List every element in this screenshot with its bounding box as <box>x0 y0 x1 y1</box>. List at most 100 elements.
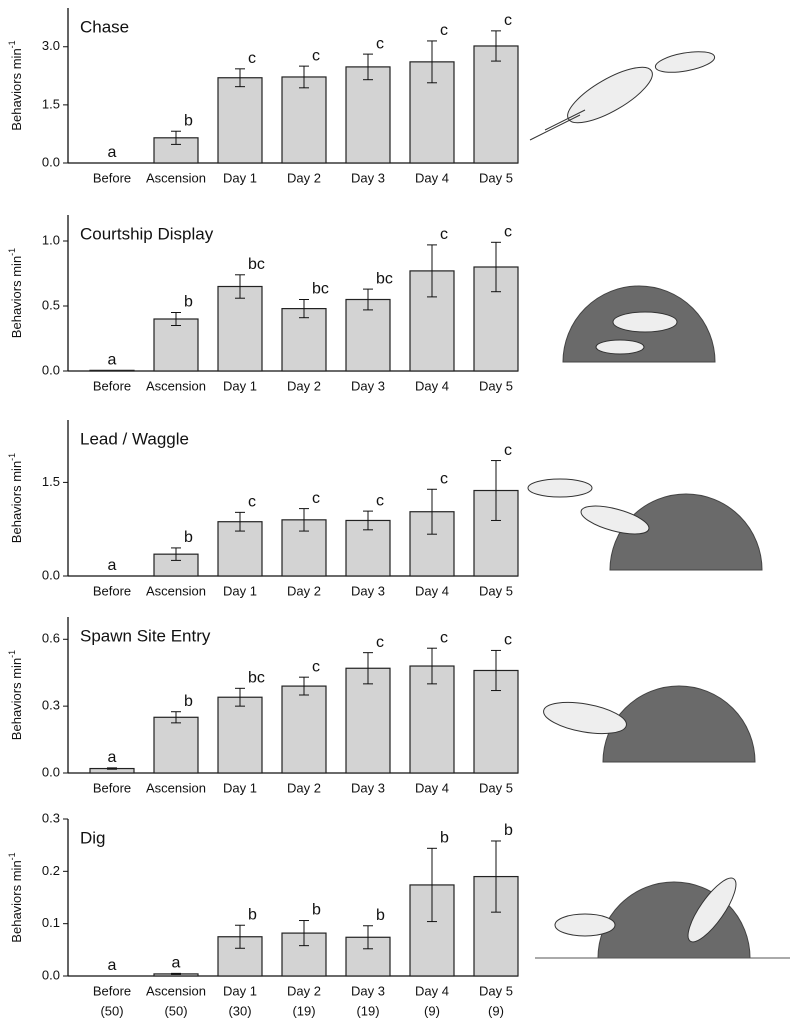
significance-letter: b <box>312 902 321 919</box>
x-tick-label: Day 2 <box>287 378 321 393</box>
x-tick-label: Day 4 <box>415 983 449 998</box>
bar <box>281 685 327 774</box>
x-tick-label: Day 5 <box>479 378 513 393</box>
x-tick-label: Day 4 <box>415 583 449 598</box>
significance-letter: a <box>108 749 117 766</box>
male-fish <box>567 66 653 124</box>
significance-letter: a <box>108 352 117 369</box>
x-tick-label: Day 2 <box>287 583 321 598</box>
fish <box>554 913 616 937</box>
y-tick-label: 0.3 <box>42 810 60 825</box>
bar <box>281 76 327 164</box>
motion-line <box>544 109 586 131</box>
panel-title: Dig <box>80 828 106 847</box>
significance-letter: b <box>504 822 513 839</box>
y-tick-label: 0.0 <box>42 764 60 779</box>
bar <box>473 45 519 164</box>
y-axis-label-exponent: -1 <box>7 248 17 256</box>
bar <box>345 298 391 372</box>
significance-letter: b <box>184 294 193 311</box>
female-fish <box>654 51 716 73</box>
significance-letter: a <box>172 955 181 972</box>
significance-letter: c <box>440 629 448 646</box>
bar <box>345 667 391 774</box>
significance-letter: c <box>440 226 448 243</box>
x-tick-label: Ascension <box>146 983 206 998</box>
x-tick-label: Ascension <box>146 780 206 795</box>
y-axis-label-exponent: -1 <box>7 852 17 860</box>
x-tick-label: Day 5 <box>479 983 513 998</box>
significance-letter: c <box>376 634 384 651</box>
x-tick-label: Day 3 <box>351 983 385 998</box>
y-axis-label: Behaviors min-1 <box>7 650 24 740</box>
x-tick-label: Day 4 <box>415 170 449 185</box>
y-tick-label: 1.5 <box>42 96 60 111</box>
x-tick-label: Day 3 <box>351 170 385 185</box>
x-tick-label: Ascension <box>146 583 206 598</box>
y-axis-label: Behaviors min-1 <box>7 40 24 130</box>
fish <box>580 505 650 535</box>
y-tick-label: 0.3 <box>42 698 60 713</box>
y-axis-label: Behaviors min-1 <box>7 248 24 338</box>
y-tick-label: 0.0 <box>42 154 60 169</box>
significance-letter: c <box>248 50 256 67</box>
x-tick-label: Before <box>93 780 131 795</box>
y-axis-label-text: Behaviors min <box>9 48 24 130</box>
bar <box>217 285 263 372</box>
x-tick-label: Day 3 <box>351 780 385 795</box>
y-axis-label-text: Behaviors min <box>9 461 24 543</box>
bar <box>153 716 199 774</box>
y-tick-label: 0.2 <box>42 863 60 878</box>
y-tick-label: 1.0 <box>42 232 60 247</box>
y-axis-label: Behaviors min-1 <box>7 852 24 942</box>
fish <box>527 478 593 498</box>
significance-letter: b <box>184 529 193 546</box>
sample-size: (50) <box>164 1003 187 1018</box>
significance-letter: c <box>312 658 320 675</box>
bar <box>281 308 327 372</box>
significance-letter: c <box>504 224 512 241</box>
panel-title: Courtship Display <box>80 224 214 243</box>
significance-letter: c <box>440 22 448 39</box>
pit <box>609 493 763 571</box>
y-tick-label: 0.6 <box>42 631 60 646</box>
x-tick-label: Day 2 <box>287 780 321 795</box>
fish <box>595 339 645 355</box>
significance-letter: c <box>440 470 448 487</box>
significance-letter: c <box>248 494 256 511</box>
x-tick-label: Day 1 <box>223 583 257 598</box>
significance-letter: c <box>312 490 320 507</box>
y-axis-label-exponent: -1 <box>7 40 17 48</box>
significance-letter: bc <box>248 670 265 687</box>
y-axis-label-text: Behaviors min <box>9 256 24 338</box>
significance-letter: c <box>312 47 320 64</box>
bar <box>153 318 199 372</box>
sample-size: (9) <box>424 1003 440 1018</box>
x-tick-label: Day 1 <box>223 170 257 185</box>
y-axis-label-text: Behaviors min <box>9 860 24 942</box>
x-tick-label: Day 3 <box>351 378 385 393</box>
x-tick-label: Day 2 <box>287 170 321 185</box>
y-tick-label: 0.0 <box>42 362 60 377</box>
y-axis-label-exponent: -1 <box>7 650 17 658</box>
y-tick-label: 0.0 <box>42 967 60 982</box>
y-axis-label: Behaviors min-1 <box>7 453 24 543</box>
x-tick-label: Day 5 <box>479 170 513 185</box>
y-tick-label: 1.5 <box>42 474 60 489</box>
y-tick-label: 3.0 <box>42 38 60 53</box>
significance-letter: c <box>504 632 512 649</box>
x-tick-label: Day 2 <box>287 983 321 998</box>
x-tick-label: Day 4 <box>415 780 449 795</box>
significance-letter: b <box>376 907 385 924</box>
x-tick-label: Ascension <box>146 378 206 393</box>
x-tick-label: Before <box>93 170 131 185</box>
significance-letter: bc <box>376 270 393 287</box>
x-tick-label: Day 3 <box>351 583 385 598</box>
sample-size: (19) <box>292 1003 315 1018</box>
x-tick-label: Day 1 <box>223 983 257 998</box>
significance-letter: c <box>504 12 512 29</box>
x-tick-label: Day 5 <box>479 780 513 795</box>
significance-letter: c <box>504 442 512 459</box>
x-tick-label: Ascension <box>146 170 206 185</box>
significance-letter: bc <box>312 281 329 298</box>
